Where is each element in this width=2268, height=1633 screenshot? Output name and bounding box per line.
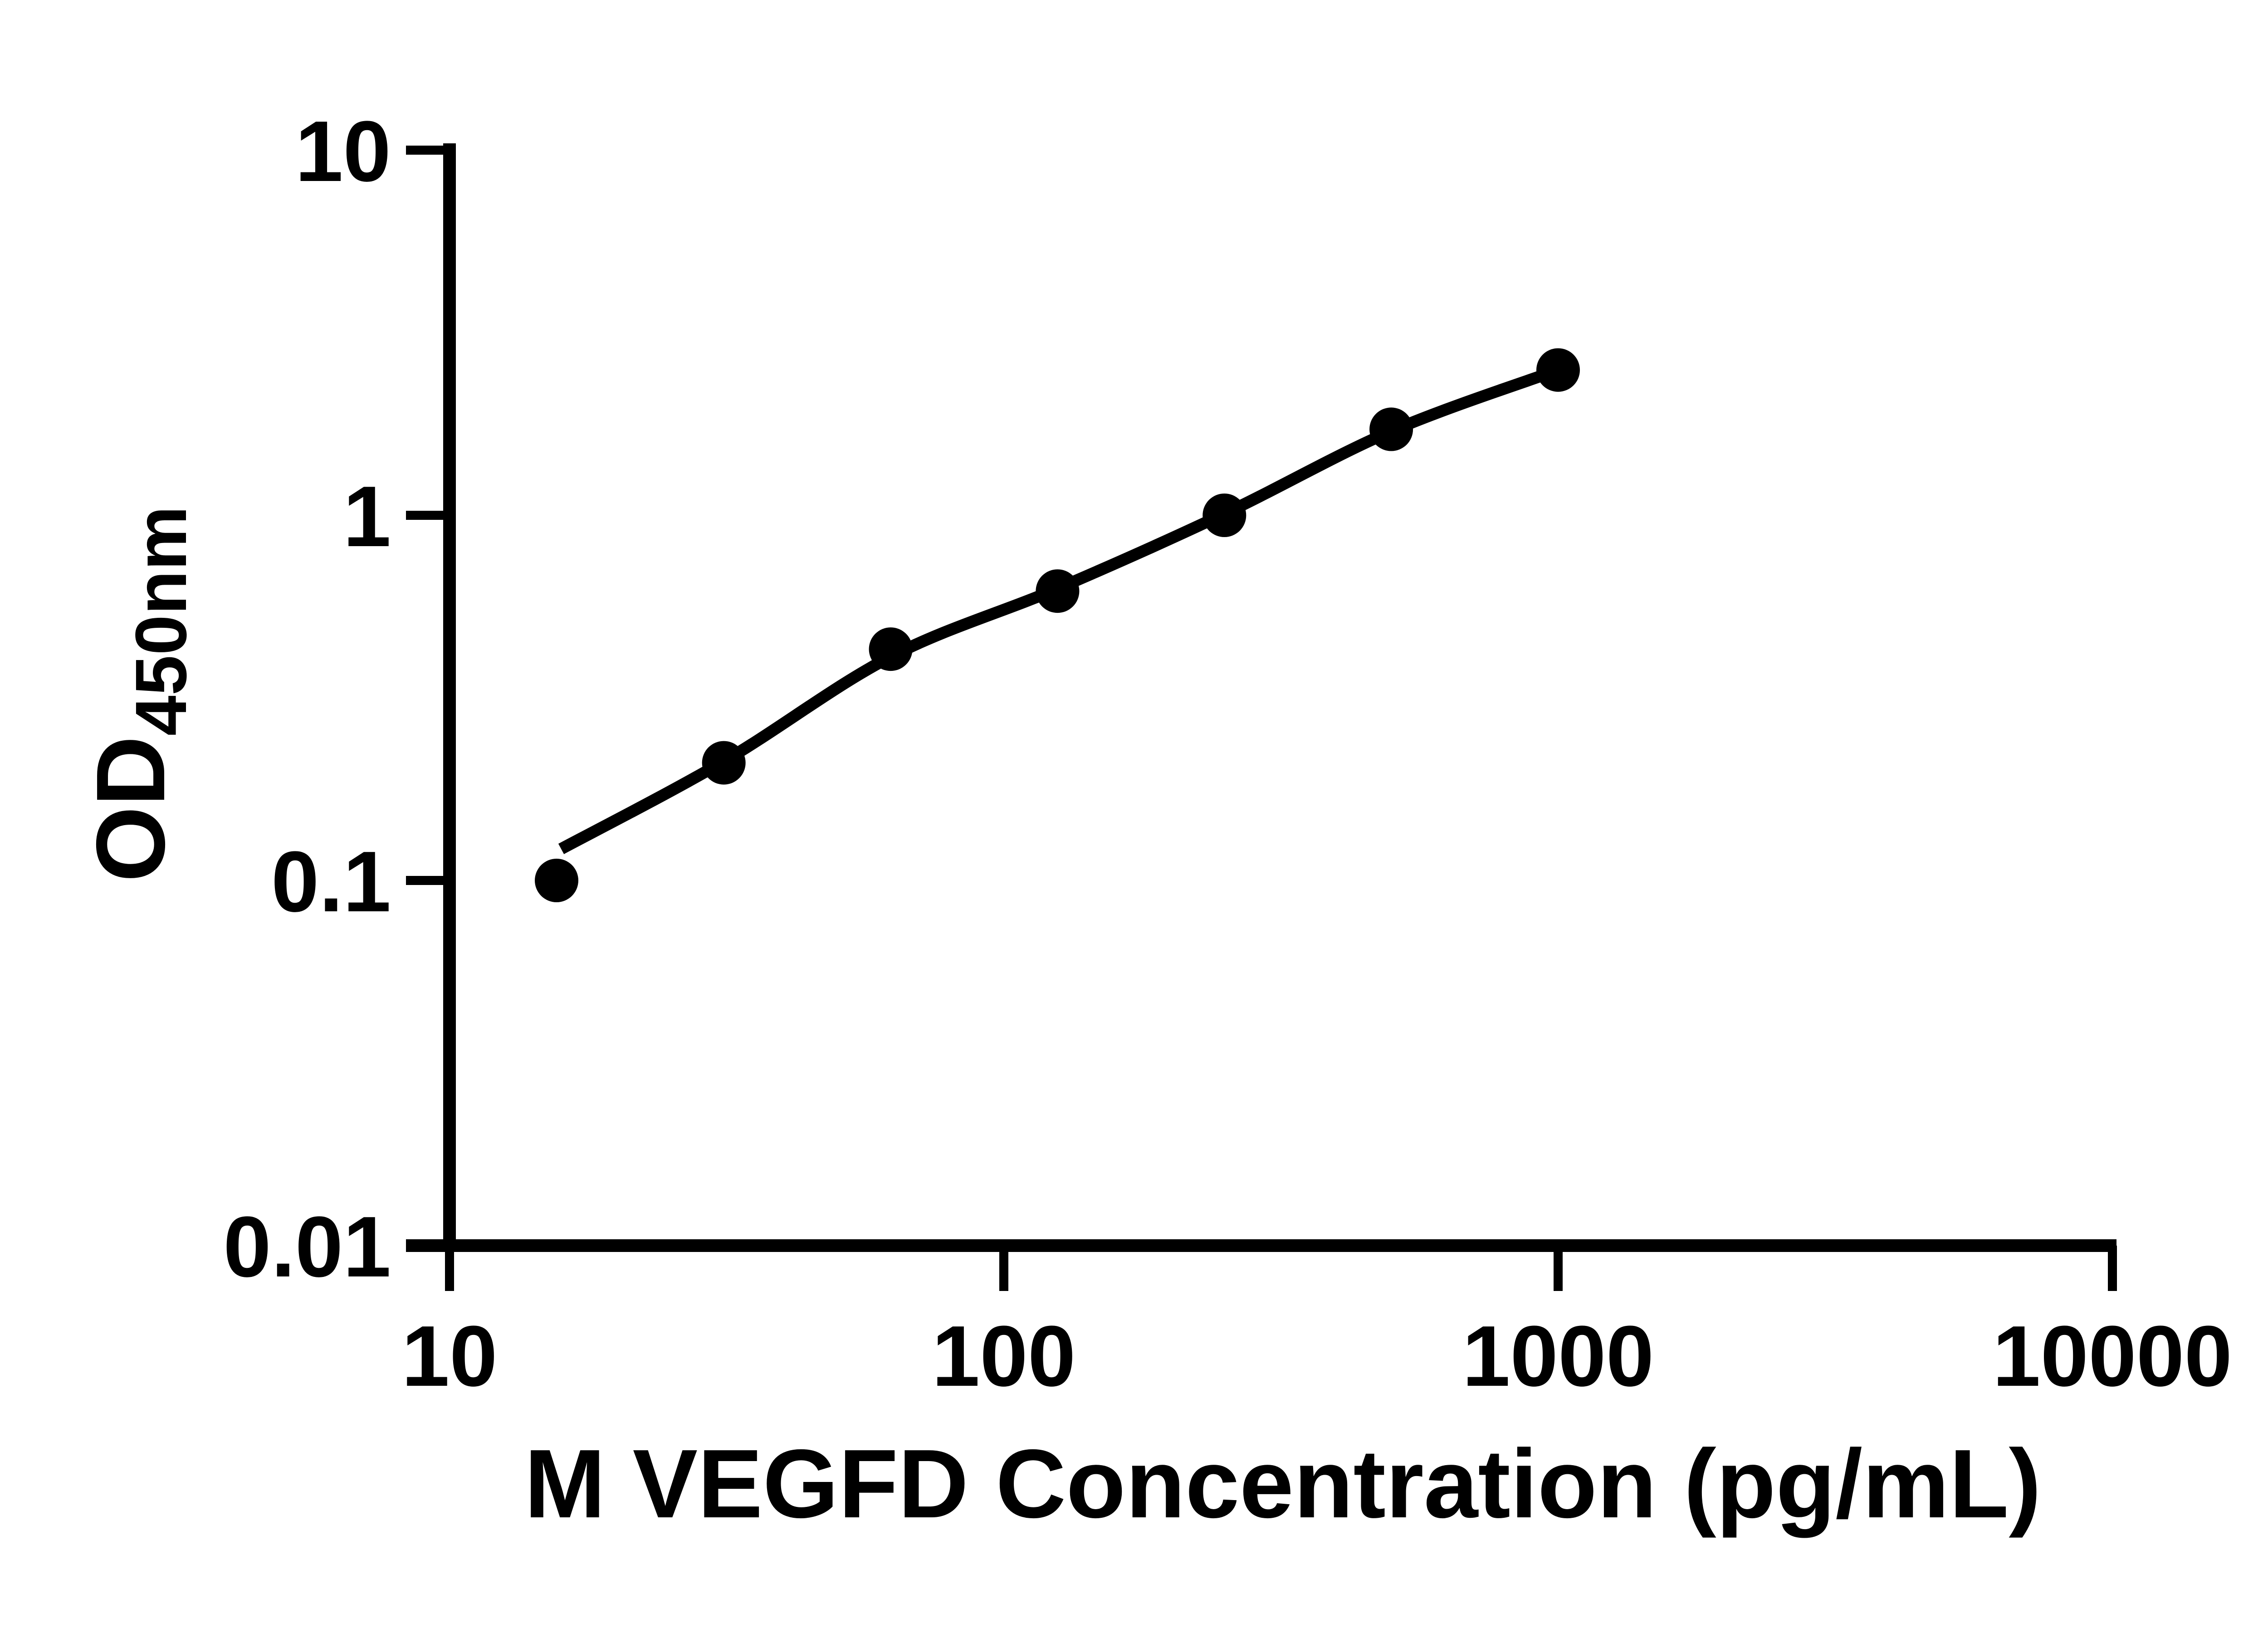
x-tick-label: 1000 — [1462, 1308, 1654, 1404]
data-point — [702, 741, 746, 785]
y-tick-label: 10 — [295, 103, 391, 200]
data-point — [869, 627, 913, 671]
data-point — [535, 859, 578, 902]
data-point — [1036, 569, 1080, 613]
data-point — [1202, 494, 1246, 537]
x-tick-label: 10 — [401, 1308, 497, 1404]
y-axis-title-main: OD — [76, 736, 185, 882]
y-tick-label: 1 — [343, 469, 391, 565]
y-tick-label: 0.1 — [271, 834, 391, 930]
data-point — [1536, 348, 1580, 392]
axes-layer: 10 100 1000 10000 10 1 0.1 0.01 — [223, 103, 2232, 1404]
x-tick-label: 100 — [932, 1308, 1075, 1404]
data-point — [1369, 407, 1413, 451]
y-axis-title: OD450nm — [76, 506, 201, 882]
y-tick-label: 0.01 — [223, 1199, 391, 1295]
y-axis-title-subscript: 450nm — [120, 506, 201, 736]
x-axis-title: M VEGFD Concentration (pg/mL) — [524, 1429, 2041, 1538]
data-points-layer — [535, 348, 1580, 902]
x-tick-label: 10000 — [1993, 1308, 2232, 1404]
